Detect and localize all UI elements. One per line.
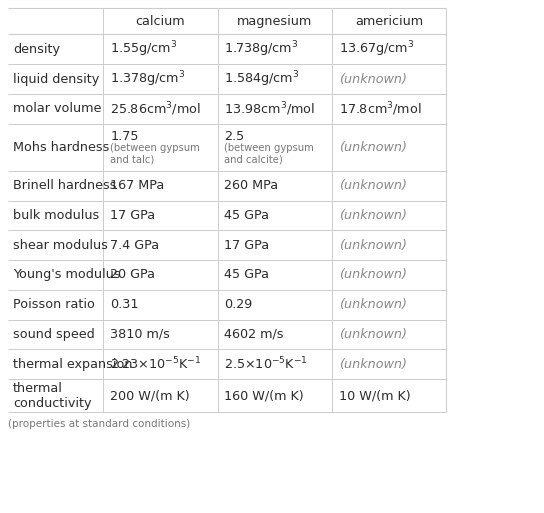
Text: Mohs hardness: Mohs hardness — [13, 141, 109, 154]
Text: 17 GPa: 17 GPa — [110, 209, 156, 222]
Text: $\mathregular{1.55 g/cm^3}$: $\mathregular{1.55 g/cm^3}$ — [110, 40, 177, 59]
Text: 10 W/(m K): 10 W/(m K) — [339, 389, 410, 402]
Text: 200 W/(m K): 200 W/(m K) — [110, 389, 190, 402]
Text: (unknown): (unknown) — [339, 209, 407, 222]
Text: (between gypsum
and calcite): (between gypsum and calcite) — [225, 143, 314, 165]
Text: 0.31: 0.31 — [110, 298, 139, 311]
Text: (unknown): (unknown) — [339, 268, 407, 282]
Text: Young's modulus: Young's modulus — [13, 268, 120, 282]
Text: liquid density: liquid density — [13, 72, 99, 86]
Text: 167 MPa: 167 MPa — [110, 179, 164, 192]
Text: (unknown): (unknown) — [339, 179, 407, 192]
Text: (unknown): (unknown) — [339, 328, 407, 341]
Text: (unknown): (unknown) — [339, 358, 407, 371]
Text: (unknown): (unknown) — [339, 239, 407, 252]
Text: density: density — [13, 43, 60, 56]
Text: 2.5: 2.5 — [225, 130, 245, 143]
Text: (between gypsum
and talc): (between gypsum and talc) — [110, 143, 200, 165]
Text: (properties at standard conditions): (properties at standard conditions) — [8, 419, 190, 428]
Text: 160 W/(m K): 160 W/(m K) — [225, 389, 304, 402]
Text: 20 GPa: 20 GPa — [110, 268, 155, 282]
Text: $\mathregular{2.5×10^{-5} K^{-1}}$: $\mathregular{2.5×10^{-5} K^{-1}}$ — [225, 356, 308, 372]
Text: thermal
conductivity: thermal conductivity — [13, 382, 91, 410]
Text: Poisson ratio: Poisson ratio — [13, 298, 95, 311]
Text: sound speed: sound speed — [13, 328, 95, 341]
Text: $\mathregular{17.8 cm^3/mol}$: $\mathregular{17.8 cm^3/mol}$ — [339, 100, 421, 117]
Text: 17 GPa: 17 GPa — [225, 239, 270, 252]
Text: $\mathregular{13.98 cm^3/mol}$: $\mathregular{13.98 cm^3/mol}$ — [225, 100, 316, 117]
Text: 7.4 GPa: 7.4 GPa — [110, 239, 159, 252]
Text: $\mathregular{1.378 g/cm^3}$: $\mathregular{1.378 g/cm^3}$ — [110, 69, 186, 89]
Text: $\mathregular{2.23×10^{-5} K^{-1}}$: $\mathregular{2.23×10^{-5} K^{-1}}$ — [110, 356, 201, 372]
Text: americium: americium — [355, 14, 423, 28]
Text: molar volume: molar volume — [13, 102, 101, 115]
Text: 260 MPa: 260 MPa — [225, 179, 279, 192]
Text: calcium: calcium — [135, 14, 186, 28]
Text: 45 GPa: 45 GPa — [225, 209, 269, 222]
Text: 3810 m/s: 3810 m/s — [110, 328, 170, 341]
Text: (unknown): (unknown) — [339, 72, 407, 86]
Text: shear modulus: shear modulus — [13, 239, 108, 252]
Text: $\mathregular{1.738 g/cm^3}$: $\mathregular{1.738 g/cm^3}$ — [225, 40, 299, 59]
Text: thermal expansion: thermal expansion — [13, 358, 132, 371]
Text: $\mathregular{25.86 cm^3/mol}$: $\mathregular{25.86 cm^3/mol}$ — [110, 100, 201, 117]
Text: (unknown): (unknown) — [339, 141, 407, 154]
Text: Brinell hardness: Brinell hardness — [13, 179, 116, 192]
Text: bulk modulus: bulk modulus — [13, 209, 99, 222]
Text: (unknown): (unknown) — [339, 298, 407, 311]
Text: $\mathregular{1.584 g/cm^3}$: $\mathregular{1.584 g/cm^3}$ — [225, 69, 300, 89]
Text: 1.75: 1.75 — [110, 130, 139, 143]
Text: $\mathregular{13.67 g/cm^3}$: $\mathregular{13.67 g/cm^3}$ — [339, 40, 414, 59]
Text: 4602 m/s: 4602 m/s — [225, 328, 284, 341]
Text: magnesium: magnesium — [237, 14, 312, 28]
Text: 45 GPa: 45 GPa — [225, 268, 269, 282]
Text: 0.29: 0.29 — [225, 298, 253, 311]
